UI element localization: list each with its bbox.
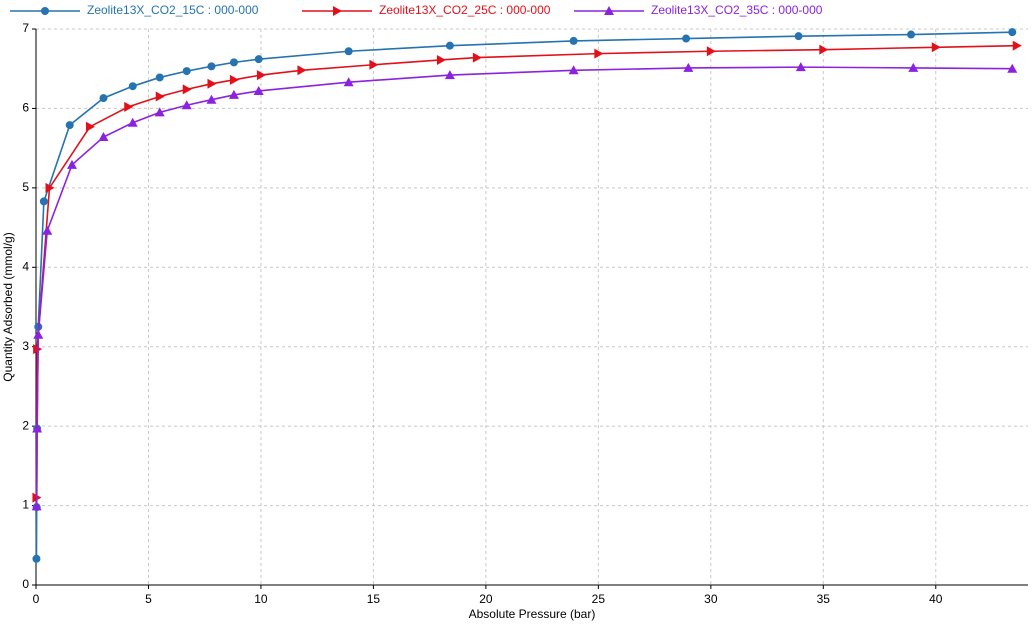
marker: [794, 32, 803, 41]
marker: [436, 54, 446, 65]
marker: [32, 423, 43, 433]
y-tick-label: 7: [22, 21, 29, 35]
x-tick-label: 10: [254, 592, 268, 606]
marker: [98, 132, 109, 142]
marker: [297, 65, 307, 76]
marker: [819, 44, 829, 55]
marker: [181, 100, 192, 110]
marker: [31, 501, 42, 511]
x-tick-label: 35: [817, 592, 831, 606]
y-tick-label: 5: [22, 180, 29, 194]
series-line: [35, 66, 1013, 507]
y-tick-label: 3: [22, 339, 29, 353]
legend-marker: [333, 6, 342, 16]
marker: [229, 74, 239, 85]
series-line: [35, 31, 1013, 559]
legend-marker: [41, 7, 49, 15]
y-tick-label: 4: [22, 259, 29, 273]
marker: [127, 117, 138, 127]
marker: [66, 159, 77, 169]
marker: [229, 58, 238, 67]
marker: [683, 62, 694, 72]
y-tick-label: 0: [22, 577, 29, 591]
x-tick-label: 15: [367, 592, 381, 606]
y-axis-label: Quantity Adsorbed (mmol/g): [1, 232, 15, 381]
marker: [1007, 63, 1018, 73]
y-tick-label: 6: [22, 101, 29, 115]
marker: [182, 67, 191, 76]
x-tick-label: 20: [479, 592, 493, 606]
marker: [682, 34, 691, 43]
marker: [445, 41, 454, 50]
marker: [254, 55, 263, 64]
marker: [569, 36, 578, 45]
marker: [206, 94, 217, 104]
marker: [931, 42, 941, 53]
marker: [99, 94, 108, 103]
x-tick-label: 5: [145, 592, 152, 606]
marker: [182, 84, 192, 95]
marker: [128, 82, 137, 91]
marker: [228, 89, 239, 99]
x-tick-label: 25: [592, 592, 606, 606]
x-tick-label: 30: [704, 592, 718, 606]
marker: [706, 46, 716, 57]
marker: [155, 73, 164, 82]
marker: [256, 70, 266, 81]
marker: [795, 62, 806, 72]
x-axis-label: Absolute Pressure (bar): [469, 607, 596, 621]
x-tick-label: 40: [929, 592, 943, 606]
marker: [32, 554, 41, 563]
marker: [1008, 28, 1017, 37]
legend-label: Zeolite13X_CO2_15C : 000-000: [87, 3, 259, 17]
marker: [369, 59, 379, 70]
y-tick-label: 1: [22, 498, 29, 512]
marker: [344, 47, 353, 56]
marker: [155, 91, 165, 102]
marker: [472, 52, 482, 63]
marker: [65, 121, 74, 130]
series-line: [35, 44, 1017, 498]
marker: [85, 121, 95, 132]
marker: [253, 85, 264, 95]
marker: [444, 70, 455, 80]
marker: [1012, 40, 1022, 51]
x-tick-label: 0: [33, 592, 40, 606]
y-tick-label: 2: [22, 418, 29, 432]
marker: [568, 65, 579, 75]
marker: [45, 182, 55, 193]
marker: [343, 77, 354, 87]
marker: [42, 225, 53, 235]
marker: [207, 78, 217, 89]
marker: [907, 30, 916, 39]
marker: [33, 329, 44, 339]
legend-marker: [604, 6, 614, 15]
legend-label: Zeolite13X_CO2_25C : 000-000: [379, 3, 551, 17]
marker: [594, 48, 604, 59]
marker: [154, 107, 165, 117]
legend-label: Zeolite13X_CO2_35C : 000-000: [651, 3, 823, 17]
marker: [207, 62, 216, 71]
marker: [124, 101, 134, 112]
marker: [39, 197, 48, 206]
marker: [908, 62, 919, 72]
